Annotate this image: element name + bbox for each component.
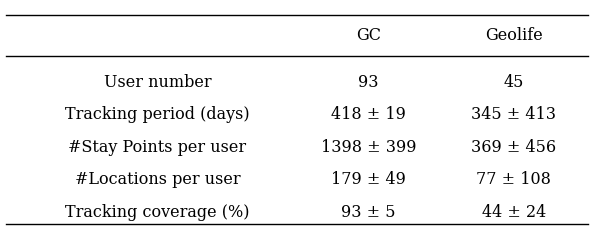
Text: 77 ± 108: 77 ± 108 bbox=[476, 170, 551, 188]
Text: 1398 ± 399: 1398 ± 399 bbox=[321, 138, 416, 155]
Text: GC: GC bbox=[356, 27, 381, 44]
Text: Tracking coverage (%): Tracking coverage (%) bbox=[65, 203, 249, 220]
Text: User number: User number bbox=[103, 73, 211, 91]
Text: 93 ± 5: 93 ± 5 bbox=[341, 203, 396, 220]
Text: 44 ± 24: 44 ± 24 bbox=[482, 203, 546, 220]
Text: #Locations per user: #Locations per user bbox=[75, 170, 240, 188]
Text: 369 ± 456: 369 ± 456 bbox=[471, 138, 557, 155]
Text: Tracking period (days): Tracking period (days) bbox=[65, 106, 249, 123]
Text: 345 ± 413: 345 ± 413 bbox=[471, 106, 557, 123]
Text: 418 ± 19: 418 ± 19 bbox=[331, 106, 406, 123]
Text: #Stay Points per user: #Stay Points per user bbox=[68, 138, 247, 155]
Text: 45: 45 bbox=[504, 73, 524, 91]
Text: 93: 93 bbox=[358, 73, 378, 91]
Text: 179 ± 49: 179 ± 49 bbox=[331, 170, 406, 188]
Text: Geolife: Geolife bbox=[485, 27, 543, 44]
